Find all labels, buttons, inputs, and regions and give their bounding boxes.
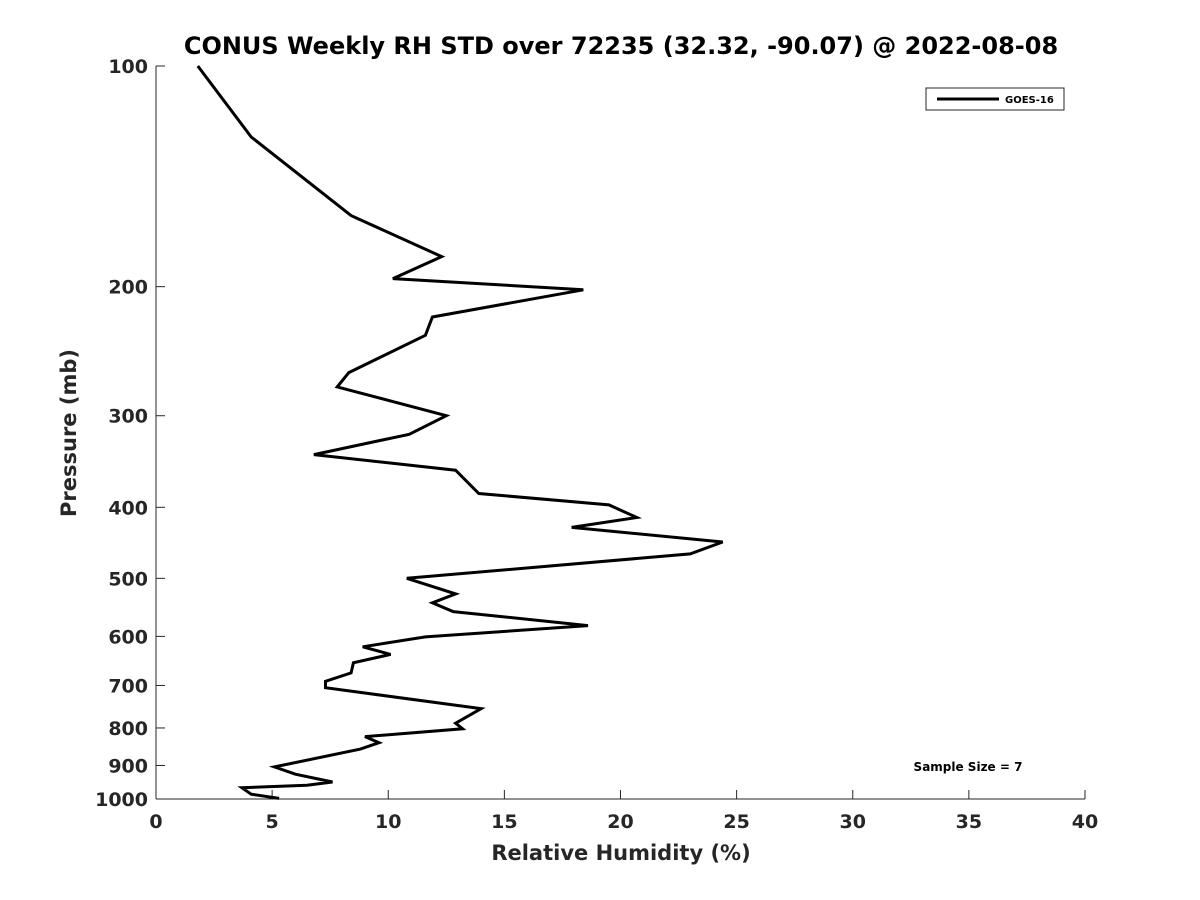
y-tick-label: 300: [108, 406, 148, 428]
y-tick-label: 700: [108, 675, 148, 697]
series-line-goes-16: [196, 65, 724, 800]
y-tick-label: 800: [108, 718, 148, 740]
x-tick-label: 0: [149, 811, 162, 833]
legend-entry: GOES-16: [1005, 95, 1054, 106]
x-tick-label: 40: [1072, 811, 1098, 833]
x-tick-label: 20: [607, 811, 633, 833]
sample-size-annotation: Sample Size = 7: [914, 760, 1023, 774]
x-tick-label: 10: [375, 811, 401, 833]
x-tick-label: 15: [491, 811, 517, 833]
legend: GOES-16: [925, 87, 1065, 111]
y-tick-label: 600: [108, 626, 148, 648]
y-tick-label: 1000: [95, 789, 148, 811]
x-axis-label: Relative Humidity (%): [491, 841, 750, 865]
x-tick-label: 30: [840, 811, 866, 833]
y-axis-label: Pressure (mb): [57, 349, 81, 517]
plot-area: 0 5 10 15 20 25 30 35 40 100 200 300 400 500 600 700 800…: [95, 56, 1098, 833]
y-tick-label: 900: [108, 755, 148, 777]
x-tick-label: 25: [723, 811, 749, 833]
chart-title: CONUS Weekly RH STD over 72235 (32.32, -…: [184, 32, 1058, 60]
y-tick-label: 500: [108, 568, 148, 590]
y-tick-label: 400: [108, 497, 148, 519]
x-tick-label: 5: [266, 811, 279, 833]
x-tick-label: 35: [956, 811, 982, 833]
y-tick-label: 100: [108, 56, 148, 78]
y-tick-label: 200: [108, 277, 148, 299]
